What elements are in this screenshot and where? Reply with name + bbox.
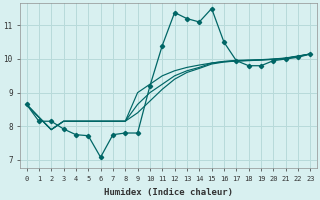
X-axis label: Humidex (Indice chaleur): Humidex (Indice chaleur) <box>104 188 233 197</box>
